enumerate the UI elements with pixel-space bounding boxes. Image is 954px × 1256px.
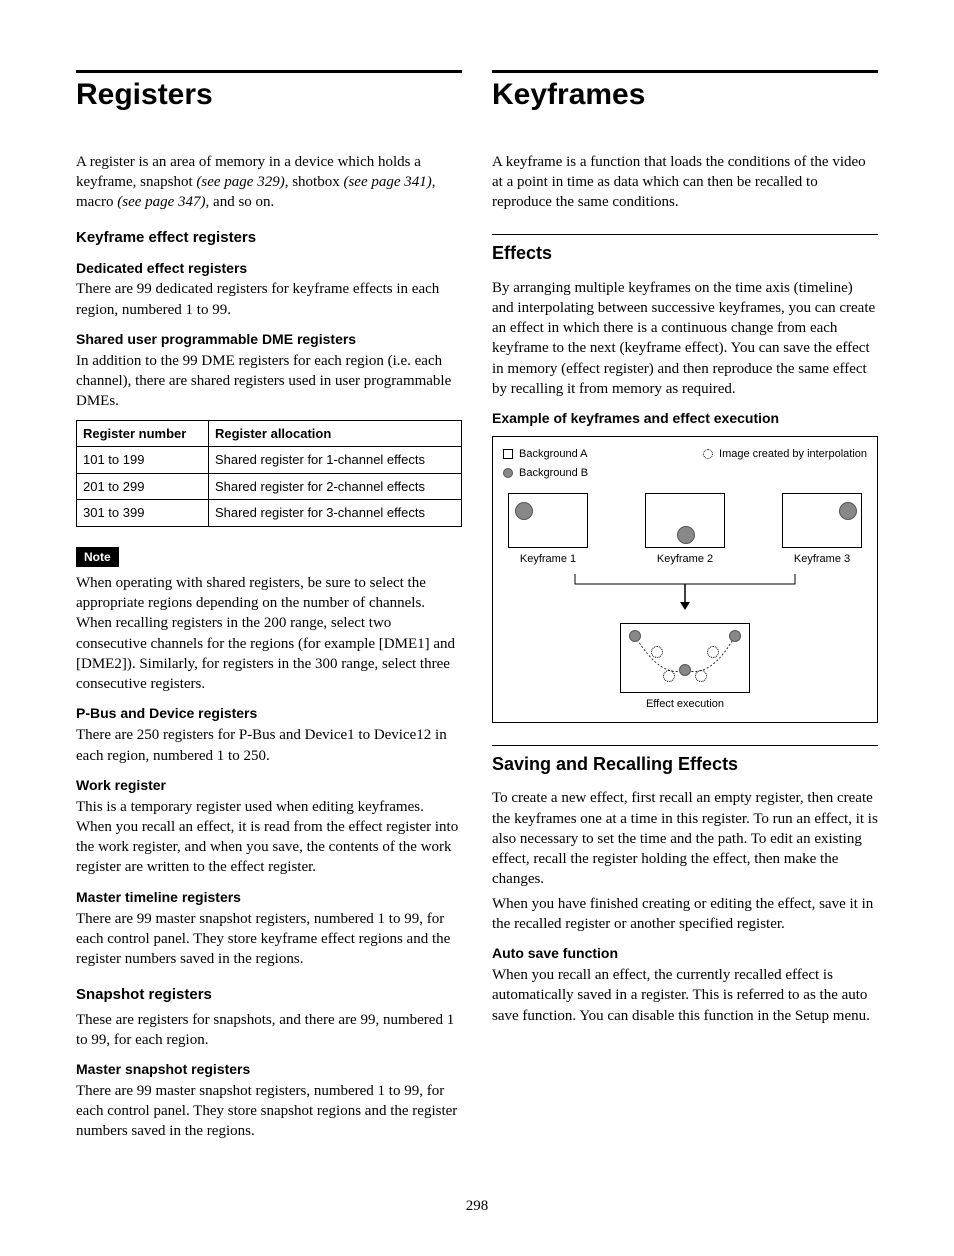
square-icon (503, 449, 513, 459)
page-ref-341: (see page 341) (343, 174, 431, 190)
legend-row-1: Background A Image created by interpolat… (503, 447, 867, 462)
para-effects: By arranging multiple keyframes on the t… (492, 278, 878, 400)
legend-bg-b: Background B (519, 466, 588, 481)
heading-effects: Effects (492, 234, 878, 265)
timeline-bracket (503, 572, 867, 617)
para-pbus: There are 250 registers for P-Bus and De… (76, 725, 462, 766)
para-dedicated: There are 99 dedicated registers for key… (76, 279, 462, 320)
section-rule (76, 70, 462, 73)
heading-master-timeline-registers: Master timeline registers (76, 888, 462, 907)
effect-execution-label: Effect execution (503, 697, 867, 712)
cell-reg-num: 201 to 299 (77, 473, 209, 500)
keyframe-frame (782, 493, 862, 548)
cell-reg-num: 301 to 399 (77, 500, 209, 527)
heading-work-register: Work register (76, 776, 462, 795)
heading-auto-save: Auto save function (492, 944, 878, 963)
note-body: When operating with shared registers, be… (76, 573, 462, 695)
legend-row-2: Background B (503, 466, 867, 481)
ball-icon (677, 526, 695, 544)
register-allocation-table: Register number Register allocation 101 … (76, 420, 462, 527)
table-row: 201 to 299 Shared register for 2-channel… (77, 473, 462, 500)
page-ref-347: (see page 347) (117, 194, 205, 210)
heading-keyframe-effect-registers: Keyframe effect registers (76, 228, 462, 248)
heading-snapshot-registers: Snapshot registers (76, 985, 462, 1005)
section-rule (492, 70, 878, 73)
effect-execution-frame (620, 623, 750, 693)
th-register-allocation: Register allocation (208, 420, 461, 447)
right-column: Keyframes A keyframe is a function that … (492, 70, 878, 1146)
note-badge: Note (76, 547, 119, 567)
keyframe-cell-2: Keyframe 2 (640, 493, 730, 567)
keyframe-frame (645, 493, 725, 548)
keyframes-intro: A keyframe is a function that loads the … (492, 152, 878, 213)
keyframe-cell-1: Keyframe 1 (503, 493, 593, 567)
heading-shared-dme-registers: Shared user programmable DME registers (76, 330, 462, 349)
intro-text-4: , and so on. (206, 194, 275, 210)
keyframe-diagram: Background A Image created by interpolat… (492, 436, 878, 723)
section-title-keyframes: Keyframes (492, 75, 878, 116)
para-work: This is a temporary register used when e… (76, 797, 462, 878)
heading-example-keyframes: Example of keyframes and effect executio… (492, 409, 878, 428)
two-column-layout: Registers A register is an area of memor… (76, 70, 878, 1146)
para-saving-1: To create a new effect, first recall an … (492, 788, 878, 889)
cell-reg-alloc: Shared register for 2-channel effects (208, 473, 461, 500)
para-master-snapshot: There are 99 master snapshot registers, … (76, 1081, 462, 1142)
legend-bg-a: Background A (519, 447, 588, 462)
legend-interpolation: Image created by interpolation (719, 447, 867, 462)
para-saving-2: When you have finished creating or editi… (492, 894, 878, 935)
para-snapshot: These are registers for snapshots, and t… (76, 1010, 462, 1051)
page-number: 298 (76, 1196, 878, 1216)
table-header-row: Register number Register allocation (77, 420, 462, 447)
heading-pbus-registers: P-Bus and Device registers (76, 704, 462, 723)
table-row: 101 to 199 Shared register for 1-channel… (77, 447, 462, 474)
intro-text-2: , shotbox (285, 174, 344, 190)
bracket-arrow-icon (545, 572, 825, 612)
ball-icon (515, 502, 533, 520)
cell-reg-num: 101 to 199 (77, 447, 209, 474)
th-register-number: Register number (77, 420, 209, 447)
heading-dedicated-effect-registers: Dedicated effect registers (76, 259, 462, 278)
cell-reg-alloc: Shared register for 1-channel effects (208, 447, 461, 474)
keyframe-label: Keyframe 3 (777, 552, 867, 567)
para-master-timeline: There are 99 master snapshot registers, … (76, 909, 462, 970)
registers-intro: A register is an area of memory in a dev… (76, 152, 462, 213)
heading-master-snapshot-registers: Master snapshot registers (76, 1060, 462, 1079)
keyframe-label: Keyframe 1 (503, 552, 593, 567)
cell-reg-alloc: Shared register for 3-channel effects (208, 500, 461, 527)
section-title-registers: Registers (76, 75, 462, 116)
circle-icon (503, 468, 513, 478)
table-row: 301 to 399 Shared register for 3-channel… (77, 500, 462, 527)
para-auto-save: When you recall an effect, the currently… (492, 965, 878, 1026)
page-ref-329: (see page 329) (196, 174, 284, 190)
keyframe-row: Keyframe 1 Keyframe 2 Keyframe 3 (503, 493, 867, 567)
para-shared: In addition to the 99 DME registers for … (76, 351, 462, 412)
heading-saving-recalling: Saving and Recalling Effects (492, 745, 878, 776)
dotted-circle-icon (703, 449, 713, 459)
left-column: Registers A register is an area of memor… (76, 70, 462, 1146)
keyframe-cell-3: Keyframe 3 (777, 493, 867, 567)
keyframe-frame (508, 493, 588, 548)
ball-icon (839, 502, 857, 520)
keyframe-label: Keyframe 2 (640, 552, 730, 567)
